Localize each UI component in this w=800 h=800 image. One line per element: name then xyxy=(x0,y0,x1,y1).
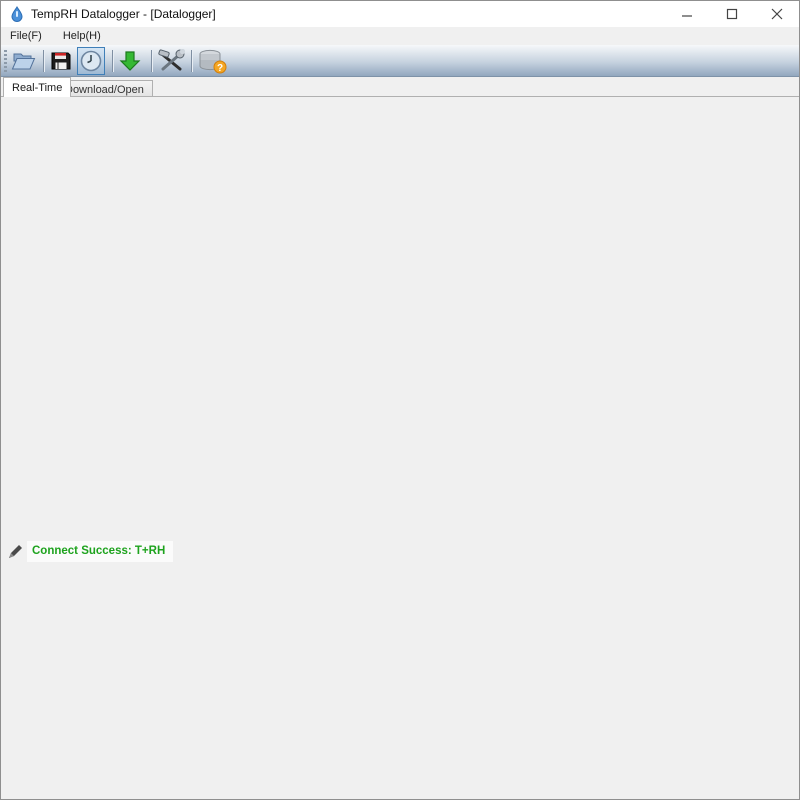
app-icon xyxy=(9,6,25,22)
question-badge: ? xyxy=(217,63,223,74)
maximize-icon xyxy=(726,8,738,20)
probe-pen-icon xyxy=(8,544,23,559)
download-button[interactable] xyxy=(116,47,144,75)
minimize-icon xyxy=(681,8,693,20)
save-button[interactable] xyxy=(47,47,75,75)
toolbar-separator xyxy=(151,50,152,72)
tab-strip: Real-Time Download/Open xyxy=(1,77,799,97)
database-help-icon: ? xyxy=(197,48,227,74)
device-info-button[interactable]: ? xyxy=(195,47,229,75)
status-message: Connect Success: T+RH xyxy=(27,541,173,562)
open-folder-icon xyxy=(11,49,36,73)
menu-file[interactable]: File(F) xyxy=(1,27,51,45)
clock-icon xyxy=(79,49,103,73)
toolbar: ? xyxy=(1,45,799,77)
toolbar-separator xyxy=(43,50,44,72)
realtime-clock-button[interactable] xyxy=(77,47,105,75)
toolbar-separator xyxy=(191,50,192,72)
save-floppy-icon xyxy=(49,49,73,73)
maximize-button[interactable] xyxy=(709,1,754,27)
toolbar-separator xyxy=(112,50,113,72)
status-bar: Connect Success: T+RH xyxy=(1,539,799,566)
close-button[interactable] xyxy=(754,1,799,27)
settings-button[interactable] xyxy=(155,47,187,75)
menu-bar: File(F) Help(H) xyxy=(1,27,799,45)
open-file-button[interactable] xyxy=(9,47,37,75)
download-arrow-icon xyxy=(118,49,142,73)
menu-help[interactable]: Help(H) xyxy=(54,27,110,45)
window-title: TempRH Datalogger - [Datalogger] xyxy=(31,1,216,27)
close-icon xyxy=(771,8,783,20)
minimize-button[interactable] xyxy=(664,1,709,27)
tab-real-time[interactable]: Real-Time xyxy=(3,77,71,97)
title-bar: TempRH Datalogger - [Datalogger] xyxy=(1,1,799,27)
tab-page xyxy=(1,96,799,539)
toolbar-grip[interactable] xyxy=(4,50,7,72)
tools-icon xyxy=(157,49,185,73)
app-window: TempRH Datalogger - [Datalogger] File(F)… xyxy=(0,0,800,800)
